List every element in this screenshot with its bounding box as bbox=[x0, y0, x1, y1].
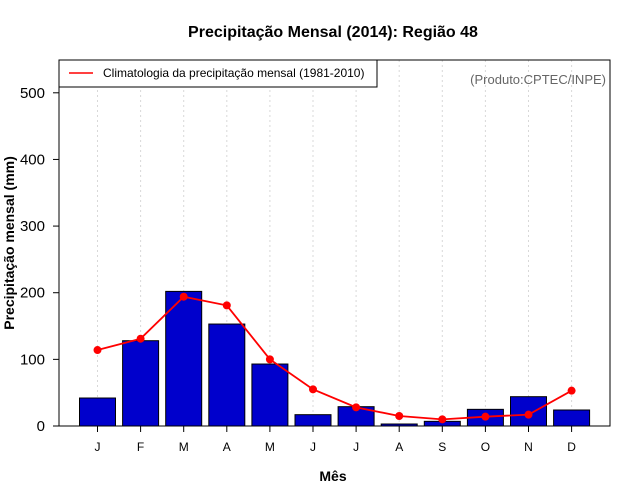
climatology-point bbox=[309, 385, 317, 394]
climatology-point bbox=[524, 410, 533, 419]
chart-title: Precipitação Mensal (2014): Região 48 bbox=[188, 24, 478, 41]
x-tick-label: N bbox=[524, 440, 533, 454]
climatology-point bbox=[93, 346, 102, 355]
y-tick-label: 0 bbox=[37, 418, 45, 435]
x-tick-label: A bbox=[223, 440, 231, 454]
climatology-point bbox=[395, 412, 404, 421]
climatology-point bbox=[438, 415, 447, 424]
legend-box bbox=[58, 59, 378, 88]
x-tick-label: D bbox=[567, 440, 576, 454]
y-tick-label: 400 bbox=[20, 151, 45, 168]
bar bbox=[208, 323, 246, 427]
bar bbox=[79, 397, 116, 427]
x-tick-label: J bbox=[95, 440, 101, 454]
legend: Climatologia da precipitação mensal (198… bbox=[58, 59, 378, 88]
y-tick-label: 500 bbox=[20, 85, 45, 102]
y-tick-label: 300 bbox=[20, 218, 45, 235]
climatology-point bbox=[179, 292, 188, 301]
legend-entry-climatology: Climatologia da precipitação mensal (198… bbox=[103, 66, 364, 80]
climatology-point bbox=[222, 301, 231, 310]
bar bbox=[122, 340, 160, 427]
climatology-point bbox=[136, 334, 145, 343]
source-credit: (Produto:CPTEC/INPE) bbox=[470, 72, 606, 87]
climatology-point bbox=[352, 403, 361, 412]
climatology-point bbox=[567, 386, 576, 395]
x-axis-label: Mês bbox=[319, 468, 346, 484]
x-tick-label: M bbox=[179, 440, 189, 454]
x-tick-label: J bbox=[353, 440, 359, 454]
x-tick-label: M bbox=[265, 440, 275, 454]
x-tick-label: O bbox=[481, 440, 490, 454]
climatology-line bbox=[97, 295, 573, 421]
bar bbox=[165, 290, 203, 427]
bar-series bbox=[79, 290, 591, 427]
bar bbox=[294, 414, 332, 427]
x-tick-label: A bbox=[395, 440, 403, 454]
y-tick-label: 200 bbox=[20, 285, 45, 302]
y-tick-label: 100 bbox=[20, 351, 45, 368]
x-tick-label: F bbox=[137, 440, 144, 454]
y-axis-label: Precipitação mensal (mm) bbox=[1, 156, 17, 330]
x-tick-label: J bbox=[310, 440, 316, 454]
climatology-point bbox=[265, 355, 274, 364]
climatology-series bbox=[93, 292, 576, 424]
bar bbox=[553, 409, 591, 427]
x-tick-label: S bbox=[438, 440, 446, 454]
y-axis: 0 100 200 300 400 500 bbox=[20, 85, 59, 435]
climatology-point bbox=[481, 412, 490, 421]
bar bbox=[251, 363, 289, 427]
